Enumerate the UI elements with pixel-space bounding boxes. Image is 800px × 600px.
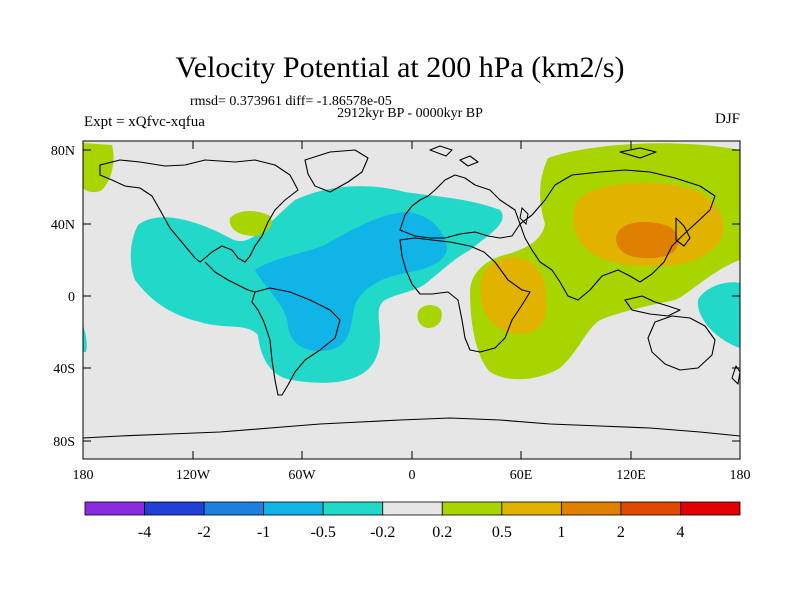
latitude-axis	[83, 149, 740, 442]
lon-label-180w: 180	[73, 468, 94, 483]
coast-new-zealand	[731, 365, 740, 385]
coast-maritime-islands	[624, 295, 681, 317]
colorbar-label: -4	[138, 524, 151, 541]
negative-region-pacific	[697, 282, 740, 348]
map-field	[83, 141, 740, 459]
colorbar-label: 0.2	[432, 524, 452, 541]
positive-region-east-asia-core	[616, 222, 679, 259]
colorbar-label: 1	[557, 524, 565, 541]
negative-region-west-edge	[83, 325, 87, 352]
lon-label-120w: 120W	[176, 468, 211, 483]
colorbar-label: -0.5	[311, 524, 336, 541]
colorbar-label: 4	[676, 524, 684, 541]
lat-label-80n: 80N	[51, 144, 75, 159]
lat-label-80s: 80S	[53, 435, 75, 450]
lon-label-120e: 120E	[616, 468, 646, 483]
coast-north-america	[99, 159, 299, 263]
colorbar-label: 0.5	[492, 524, 512, 541]
colorbar-label: -0.2	[370, 524, 395, 541]
colorbar-swatch	[501, 501, 562, 516]
lon-label-60w: 60W	[288, 468, 316, 483]
colorbar-swatch	[560, 501, 622, 516]
lat-label-0: 0	[68, 290, 75, 305]
colorbar-label: -2	[197, 524, 210, 541]
colorbar-label: 2	[617, 524, 625, 541]
period-text: 2912kyr BP - 0000kyr BP	[337, 106, 483, 121]
colorbar-swatch	[441, 501, 503, 516]
experiment-label: Expt = xQfvc-xqfua	[84, 114, 205, 130]
coast-europe	[399, 174, 521, 239]
colorbar-label: -1	[257, 524, 270, 541]
lon-label-0: 0	[409, 468, 416, 483]
coast-africa	[399, 237, 531, 353]
colorbar-swatch	[382, 501, 443, 516]
coast-antarctica	[83, 417, 740, 439]
coast-greenland	[304, 149, 369, 193]
colorbar-swatch	[680, 501, 741, 516]
lat-label-40n: 40N	[51, 218, 75, 233]
coast-japan	[675, 217, 691, 247]
coastlines	[83, 145, 740, 439]
caspian-sea	[519, 206, 529, 226]
plot-title: Velocity Potential at 200 hPa (km2/s)	[175, 51, 625, 84]
coast-asia	[519, 169, 716, 301]
coast-arctic-islands	[429, 145, 657, 167]
colorbar-swatch	[144, 501, 205, 516]
positive-region-africa	[480, 257, 547, 334]
longitude-axis	[82, 141, 741, 459]
lon-label-60e: 60E	[510, 468, 533, 483]
colorbar-swatch	[263, 501, 324, 516]
negative-region-inner	[255, 212, 447, 351]
colorbar-swatch	[322, 501, 384, 516]
positive-region-north-america	[229, 211, 272, 236]
coast-australia	[647, 315, 716, 371]
colorbar-swatch	[84, 501, 145, 516]
positive-region-arctic-atlantic	[83, 143, 114, 193]
lat-label-40s: 40S	[53, 362, 75, 377]
colorbar: -4 -2 -1 -0.5 -0.2 0.2 0.5 1 2 4	[84, 501, 741, 541]
coast-central-america	[204, 261, 256, 293]
colorbar-swatch	[620, 501, 681, 516]
season-label: DJF	[714, 111, 740, 127]
stats-text: rmsd= 0.373961 diff= -1.86578e-05	[190, 94, 392, 109]
coast-south-america	[251, 287, 341, 396]
colorbar-swatch	[203, 501, 265, 516]
positive-region-south-atlantic	[417, 304, 442, 328]
lon-label-180e: 180	[730, 468, 751, 483]
